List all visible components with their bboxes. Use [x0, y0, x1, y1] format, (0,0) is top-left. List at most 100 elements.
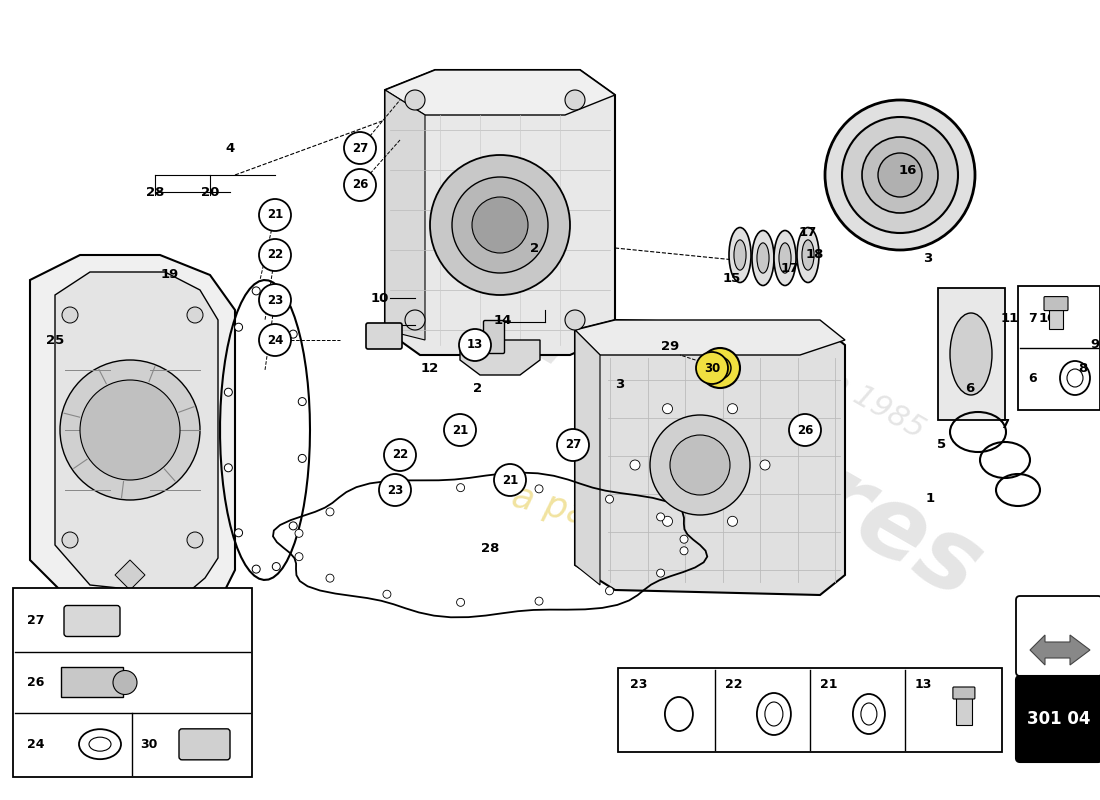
Text: 8: 8 [1078, 362, 1088, 374]
Polygon shape [1030, 635, 1090, 665]
Text: 19: 19 [161, 269, 179, 282]
Polygon shape [116, 560, 145, 590]
Text: 3: 3 [923, 251, 933, 265]
Text: 30: 30 [704, 362, 720, 374]
Text: 9: 9 [1090, 338, 1100, 351]
Text: 25: 25 [46, 334, 64, 346]
Circle shape [252, 287, 261, 295]
Text: eurospares: eurospares [402, 220, 998, 620]
Text: 18: 18 [806, 249, 824, 262]
FancyBboxPatch shape [366, 323, 402, 349]
FancyBboxPatch shape [1049, 302, 1063, 330]
Circle shape [680, 546, 688, 554]
Text: 23: 23 [387, 483, 403, 497]
Circle shape [680, 535, 688, 543]
Circle shape [535, 597, 543, 605]
Circle shape [494, 464, 526, 496]
Circle shape [760, 460, 770, 470]
Text: 23: 23 [630, 678, 648, 690]
Text: 27: 27 [28, 614, 44, 627]
Text: 26: 26 [28, 676, 44, 689]
Circle shape [405, 310, 425, 330]
Text: 29: 29 [661, 341, 679, 354]
Circle shape [662, 404, 672, 414]
Polygon shape [575, 320, 845, 355]
Text: 16: 16 [899, 163, 917, 177]
FancyBboxPatch shape [1016, 676, 1100, 762]
Text: 11: 11 [1001, 311, 1019, 325]
Text: 20: 20 [201, 186, 219, 198]
Circle shape [459, 329, 491, 361]
Circle shape [472, 197, 528, 253]
Text: 21: 21 [502, 474, 518, 486]
Text: 6: 6 [966, 382, 975, 394]
Circle shape [662, 516, 672, 526]
Text: since 1985: since 1985 [771, 336, 929, 444]
Circle shape [252, 565, 261, 573]
Text: 17: 17 [799, 226, 817, 238]
Circle shape [557, 429, 588, 461]
Circle shape [258, 284, 292, 316]
Circle shape [405, 90, 425, 110]
Text: 15: 15 [723, 271, 741, 285]
Text: 10: 10 [1038, 311, 1057, 325]
Circle shape [62, 532, 78, 548]
Text: 21: 21 [452, 423, 469, 437]
Circle shape [273, 290, 280, 298]
Polygon shape [385, 70, 615, 115]
Text: 24: 24 [28, 738, 44, 750]
Polygon shape [938, 288, 1005, 420]
Circle shape [326, 508, 334, 516]
Ellipse shape [798, 227, 820, 282]
Circle shape [379, 474, 411, 506]
Circle shape [289, 330, 297, 338]
Polygon shape [30, 255, 235, 620]
Text: 23: 23 [267, 294, 283, 306]
Circle shape [258, 324, 292, 356]
FancyBboxPatch shape [1044, 297, 1068, 310]
Ellipse shape [729, 227, 751, 282]
Circle shape [224, 388, 232, 396]
Circle shape [80, 380, 180, 480]
Text: 4: 4 [226, 142, 234, 154]
Circle shape [187, 532, 204, 548]
Circle shape [113, 670, 138, 694]
Text: 28: 28 [481, 542, 499, 554]
Circle shape [670, 435, 730, 495]
Circle shape [383, 492, 390, 500]
Circle shape [842, 117, 958, 233]
Polygon shape [575, 330, 600, 585]
FancyBboxPatch shape [13, 588, 252, 777]
Polygon shape [575, 320, 845, 595]
Ellipse shape [1050, 315, 1089, 335]
Ellipse shape [802, 240, 814, 270]
Text: 14: 14 [494, 314, 513, 326]
FancyBboxPatch shape [1018, 286, 1100, 410]
Circle shape [224, 464, 232, 472]
Circle shape [535, 485, 543, 493]
Text: 24: 24 [267, 334, 283, 346]
FancyBboxPatch shape [60, 667, 123, 697]
Circle shape [344, 169, 376, 201]
FancyBboxPatch shape [956, 695, 972, 725]
Circle shape [657, 513, 664, 521]
FancyBboxPatch shape [64, 606, 120, 637]
Text: 10: 10 [371, 291, 389, 305]
Circle shape [825, 100, 975, 250]
Circle shape [298, 454, 306, 462]
Text: 5: 5 [937, 438, 947, 451]
Circle shape [326, 574, 334, 582]
Circle shape [289, 522, 297, 530]
Circle shape [565, 90, 585, 110]
Circle shape [187, 307, 204, 323]
Text: 30: 30 [140, 738, 157, 750]
Text: 7: 7 [1000, 418, 1010, 431]
Ellipse shape [757, 243, 769, 273]
Ellipse shape [774, 230, 796, 286]
Circle shape [657, 569, 664, 577]
Text: 27: 27 [352, 142, 368, 154]
Circle shape [710, 357, 732, 379]
Circle shape [295, 530, 302, 538]
Circle shape [565, 310, 585, 330]
Circle shape [789, 414, 821, 446]
